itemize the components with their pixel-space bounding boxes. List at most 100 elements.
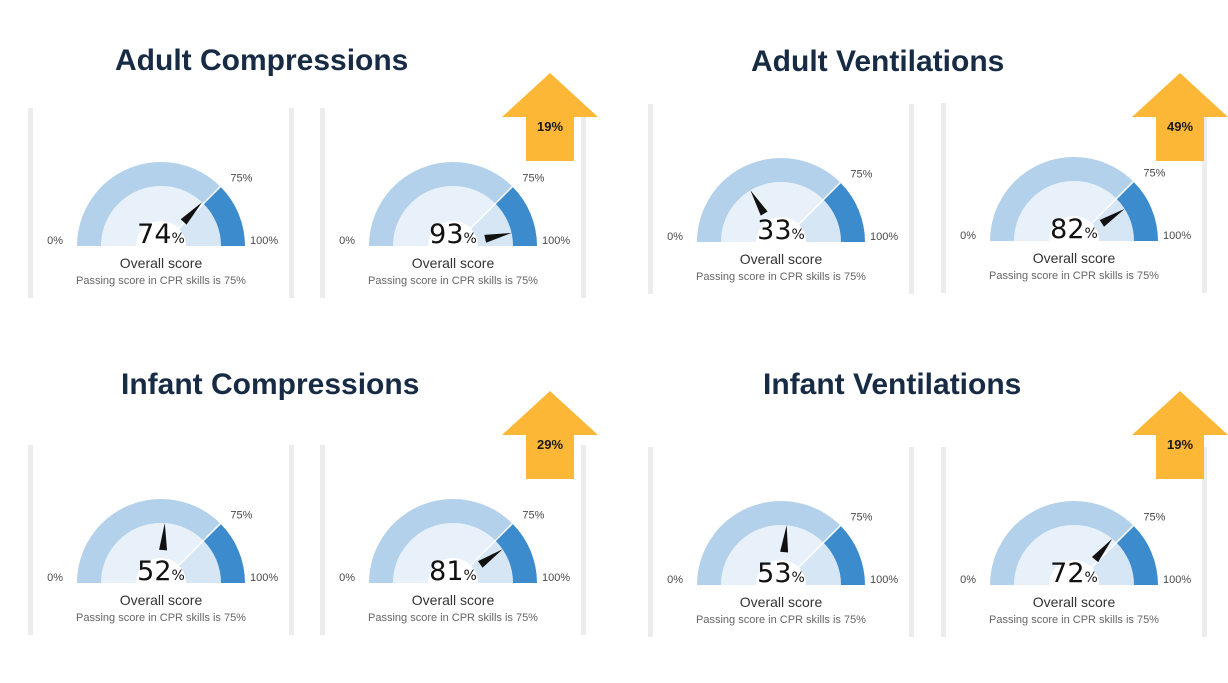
gauge-hub	[428, 558, 478, 583]
gauge-track	[77, 161, 221, 246]
gauge-passing-band	[203, 186, 245, 246]
gauge-needle	[159, 523, 168, 551]
gauge-passing-band	[823, 525, 865, 585]
passing-score-note: Passing score in CPR skills is 75%	[76, 275, 246, 287]
threshold-label: 75%	[230, 510, 252, 522]
up-arrow-icon	[502, 73, 598, 161]
up-arrow-shape	[502, 391, 598, 479]
card-right-border	[909, 447, 914, 637]
min-label: 0%	[960, 230, 976, 242]
overall-score-label: Overall score	[412, 255, 495, 271]
gauge-track	[990, 156, 1134, 241]
card-right-border	[1202, 103, 1207, 293]
score-percent-sign: %	[792, 570, 805, 586]
passing-score-note: Passing score in CPR skills is 75%	[696, 614, 866, 626]
overall-score-label: Overall score	[740, 251, 823, 267]
score-value: 81%	[429, 556, 477, 587]
max-label: 100%	[542, 235, 570, 247]
gauge-hub	[136, 221, 186, 246]
gauge-track	[990, 500, 1134, 585]
gauge-passing-band	[823, 182, 865, 242]
improvement-arrow-adult-ventilations: 49%	[1132, 73, 1228, 161]
min-label: 0%	[339, 572, 355, 584]
score-number: 93	[429, 219, 463, 250]
score-value: 82%	[1050, 214, 1098, 245]
card-left-border	[28, 445, 33, 635]
score-percent-sign: %	[172, 568, 185, 584]
up-arrow-icon	[1132, 73, 1228, 161]
gauge-hub	[756, 560, 806, 585]
card-right-border	[909, 104, 914, 294]
overall-score-label: Overall score	[120, 255, 203, 271]
gauge-hub	[428, 221, 478, 246]
card-left-border	[648, 447, 653, 637]
gauge-hub	[756, 217, 806, 242]
up-arrow-shape	[1132, 73, 1228, 161]
gauge-needle	[750, 190, 768, 216]
gauge: 81% 0% 100% 75% Overall score Passing score i…	[339, 498, 570, 624]
card-right-border	[581, 445, 586, 635]
max-label: 100%	[870, 231, 898, 243]
gauge-card-adult-ventilations-after: 82% 0% 100% 75% Overall score Passing score i…	[941, 103, 1207, 293]
score-number: 33	[757, 215, 791, 246]
card-left-border	[941, 447, 946, 637]
overall-score-label: Overall score	[1033, 250, 1116, 266]
improvement-arrow-adult-compressions: 19%	[502, 73, 598, 161]
overall-score-label: Overall score	[740, 594, 823, 610]
score-value: 93%	[429, 219, 477, 250]
up-arrow-shape	[502, 73, 598, 161]
threshold-label: 75%	[522, 510, 544, 522]
gauge: 33% 0% 100% 75% Overall score Passing score i…	[667, 157, 898, 283]
improvement-value: 29%	[536, 437, 564, 452]
card-left-border	[320, 108, 325, 298]
threshold-label: 75%	[1143, 168, 1165, 180]
improvement-arrow-infant-ventilations: 19%	[1132, 391, 1228, 479]
threshold-label: 75%	[850, 512, 872, 524]
min-label: 0%	[47, 572, 63, 584]
passing-score-note: Passing score in CPR skills is 75%	[76, 612, 246, 624]
score-percent-sign: %	[464, 231, 477, 247]
gauge-hub	[1049, 216, 1099, 241]
gauge-needle	[478, 549, 503, 568]
score-percent-sign: %	[1085, 570, 1098, 586]
max-label: 100%	[250, 235, 278, 247]
gauge-track	[697, 157, 841, 242]
card-right-border	[581, 108, 586, 298]
gauge-card-adult-compressions-before: 74% 0% 100% 75% Overall score Passing score i…	[28, 108, 294, 298]
gauge-card-infant-compressions-before: 52% 0% 100% 75% Overall score Passing score i…	[28, 445, 294, 635]
gauge-card-adult-ventilations-before: 33% 0% 100% 75% Overall score Passing score i…	[648, 104, 914, 294]
threshold-label: 75%	[850, 169, 872, 181]
gauge-inner-fail-zone	[393, 522, 496, 583]
max-label: 100%	[542, 572, 570, 584]
gauge-passing-band	[1116, 181, 1158, 241]
gauge: 72% 0% 100% 75% Overall score Passing score i…	[960, 500, 1191, 626]
improvement-value: 49%	[1166, 119, 1194, 134]
score-value: 72%	[1050, 558, 1098, 589]
max-label: 100%	[1163, 230, 1191, 242]
score-value: 33%	[757, 215, 805, 246]
improvement-value: 19%	[536, 119, 564, 134]
gauge-track	[369, 161, 513, 246]
gauge-needle	[484, 232, 512, 243]
threshold-label: 75%	[1143, 512, 1165, 524]
gauge: 74% 0% 100% 75% Overall score Passing score i…	[47, 161, 278, 287]
gauge-inner-fail-zone	[393, 185, 496, 246]
gauge-inner-fail-zone	[101, 522, 204, 583]
threshold-label: 75%	[230, 173, 252, 185]
max-label: 100%	[1163, 574, 1191, 586]
score-percent-sign: %	[172, 231, 185, 247]
gauge-inner-fail-zone	[1014, 180, 1117, 241]
gauge-passing-band	[203, 523, 245, 583]
section-title-adult-ventilations: Adult Ventilations	[751, 45, 1005, 78]
gauge-needle	[1091, 538, 1113, 563]
score-number: 81	[429, 556, 463, 587]
score-number: 52	[137, 556, 171, 587]
gauge-card-infant-ventilations-after: 72% 0% 100% 75% Overall score Passing score i…	[941, 447, 1207, 637]
card-right-border	[289, 445, 294, 635]
score-number: 72	[1050, 558, 1084, 589]
improvement-value: 19%	[1166, 437, 1194, 452]
section-title-infant-ventilations: Infant Ventilations	[763, 368, 1022, 401]
gauge-hub	[136, 558, 186, 583]
card-left-border	[648, 104, 653, 294]
improvement-arrow-infant-compressions: 29%	[502, 391, 598, 479]
